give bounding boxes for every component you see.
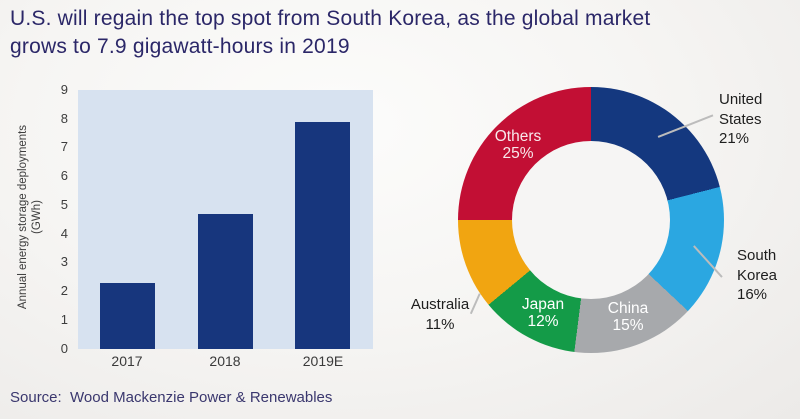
bar-plot-area bbox=[78, 90, 373, 349]
bar-2019e bbox=[295, 121, 350, 349]
slice-label-south-korea: South Korea 16% bbox=[737, 246, 799, 305]
slice-label-japan: Japan 12% bbox=[522, 296, 564, 330]
donut-hole bbox=[512, 141, 670, 299]
y-tick-2: 2 bbox=[60, 283, 68, 298]
y-tick-5: 5 bbox=[60, 197, 68, 212]
slice-label-japan-name: Japan bbox=[521, 296, 565, 313]
slice-label-south-korea-pct: 16% bbox=[737, 286, 768, 303]
page-title-line1: U.S. will regain the top spot from South… bbox=[10, 7, 651, 30]
x-tick-2017: 2017 bbox=[111, 353, 143, 369]
slice-label-others: Others 25% bbox=[495, 128, 542, 162]
slice-label-japan-pct: 12% bbox=[527, 313, 559, 330]
x-tick-2018: 2018 bbox=[209, 353, 241, 369]
y-tick-4: 4 bbox=[60, 226, 68, 241]
bar-2018 bbox=[198, 213, 253, 349]
y-tick-9: 9 bbox=[60, 82, 68, 97]
slice-label-china: China 15% bbox=[608, 300, 649, 334]
slice-label-china-pct: 15% bbox=[612, 317, 644, 334]
y-tick-3: 3 bbox=[60, 254, 68, 269]
page-title: U.S. will regain the top spot from South… bbox=[10, 5, 780, 61]
y-tick-7: 7 bbox=[60, 139, 68, 154]
slice-label-australia-name: Australia bbox=[410, 296, 470, 313]
y-tick-8: 8 bbox=[60, 111, 68, 126]
page-title-line2: grows to 7.9 gigawatt-hours in 2019 bbox=[10, 35, 350, 58]
slice-label-others-pct: 25% bbox=[502, 145, 534, 162]
bar-2017 bbox=[100, 282, 155, 349]
y-axis-label-line2: (GWh) bbox=[31, 200, 43, 234]
x-tick-2019e: 2019E bbox=[302, 353, 344, 369]
slice-label-united-states-pct: 21% bbox=[719, 130, 750, 147]
donut-ring bbox=[458, 87, 724, 353]
y-axis-label-line1: Annual energy storage deployments bbox=[17, 124, 29, 310]
source-line: Source: Wood Mackenzie Power & Renewable… bbox=[10, 389, 333, 406]
y-tick-1: 1 bbox=[60, 312, 68, 327]
slice-label-australia-pct: 11% bbox=[425, 315, 455, 333]
slice-label-china-name: China bbox=[607, 300, 649, 317]
slice-label-south-korea-name: South Korea bbox=[737, 247, 778, 284]
y-tick-0: 0 bbox=[60, 341, 68, 356]
slice-label-others-name: Others bbox=[494, 128, 542, 145]
slice-label-australia: Australia 11% bbox=[408, 295, 472, 334]
slice-label-united-states: United States 21% bbox=[719, 90, 781, 149]
y-axis-label: Annual energy storage deployments (GWh) bbox=[16, 57, 44, 377]
slice-label-united-states-name: United States bbox=[719, 91, 763, 128]
y-tick-6: 6 bbox=[60, 168, 68, 183]
